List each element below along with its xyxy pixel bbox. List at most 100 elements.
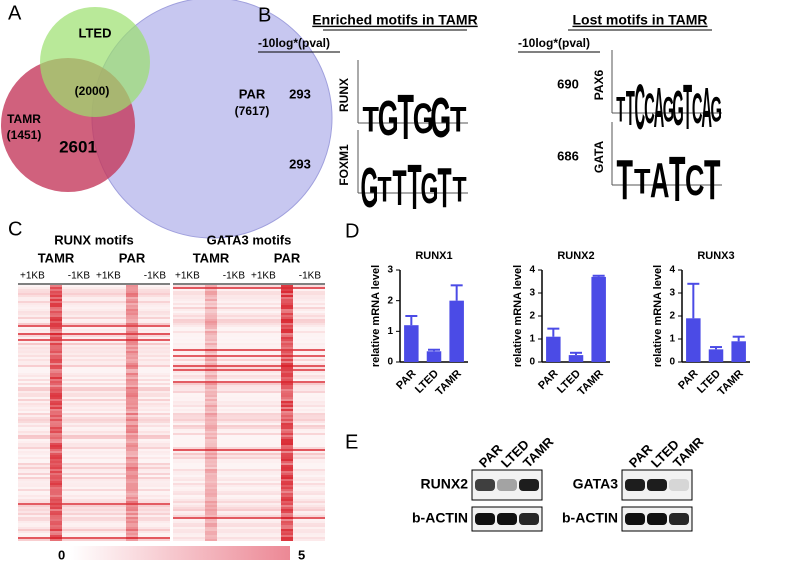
heatmap-peak — [205, 433, 217, 435]
heatmap-peak — [50, 407, 62, 409]
heatmap-peak — [281, 495, 293, 497]
heatmap-row — [173, 509, 325, 511]
heatmap-peak — [126, 479, 138, 481]
heatmap-peak — [50, 421, 62, 423]
heatmap-peak — [205, 339, 217, 341]
logo-letter: G — [378, 92, 399, 147]
heatmap-peak — [205, 493, 217, 495]
scale-label: 5 — [298, 547, 305, 562]
heatmap-peak — [126, 325, 138, 327]
y-tick-label: 2 — [387, 295, 393, 306]
heatmap-peak — [126, 295, 138, 297]
heatmap-peak — [281, 353, 293, 355]
heatmap-band — [18, 537, 170, 539]
heatmap-peak — [50, 329, 62, 331]
heatmap-row — [18, 407, 170, 409]
heatmap-peak — [126, 409, 138, 411]
heatmap-row — [173, 425, 325, 427]
blot-band — [519, 513, 539, 525]
heatmap-peak — [205, 451, 217, 453]
heatmap-row — [18, 353, 170, 355]
heatmap-peak — [205, 483, 217, 485]
heatmap-peak — [281, 375, 293, 377]
heatmap-peak — [205, 449, 217, 451]
heatmap-peak — [281, 395, 293, 397]
heatmap-row — [173, 409, 325, 411]
heatmap-row — [173, 351, 325, 353]
heatmap-row — [173, 505, 325, 507]
heatmap-peak — [281, 397, 293, 399]
heatmap-peak — [126, 427, 138, 429]
heatmap-peak — [205, 373, 217, 375]
motif-group-title: Lost motifs in TAMR — [572, 12, 707, 28]
heatmap-peak — [126, 519, 138, 521]
heatmap-peak — [126, 493, 138, 495]
blot-band — [519, 479, 539, 491]
heatmap-row — [18, 371, 170, 373]
heatmap-peak — [205, 505, 217, 507]
heatmap-row — [18, 345, 170, 347]
heatmap-peak — [281, 503, 293, 505]
heatmap-peak — [50, 395, 62, 397]
heatmap-peak — [50, 493, 62, 495]
heatmap-peak — [205, 523, 217, 525]
heatmap-row — [18, 295, 170, 297]
heatmap-peak — [126, 501, 138, 503]
heatmap-row — [173, 399, 325, 401]
heatmap-peak — [126, 329, 138, 331]
heatmap-peak — [281, 369, 293, 371]
heatmap-row — [173, 533, 325, 535]
heatmap-row — [18, 385, 170, 387]
heatmap-row — [173, 295, 325, 297]
heatmap-row — [18, 471, 170, 473]
panel-label: D — [345, 220, 359, 242]
heatmap-peak — [205, 513, 217, 515]
heatmap-peak — [205, 507, 217, 509]
heatmap-peak — [126, 361, 138, 363]
heatmap-row — [18, 341, 170, 343]
heatmap-peak — [50, 315, 62, 317]
bar — [568, 355, 584, 362]
heatmap-peak — [126, 531, 138, 533]
heatmap-peak — [205, 527, 217, 529]
heatmap-row — [18, 291, 170, 293]
heatmap-row — [173, 317, 325, 319]
heatmap-peak — [50, 355, 62, 357]
heatmap-peak — [126, 437, 138, 439]
heatmap-peak — [281, 471, 293, 473]
heatmap-row — [18, 401, 170, 403]
heatmap-peak — [50, 423, 62, 425]
heatmap-peak — [50, 481, 62, 483]
venn-label: TAMR — [7, 112, 41, 126]
heatmap-row — [18, 417, 170, 419]
heatmap-peak — [126, 359, 138, 361]
heatmap-peak — [205, 377, 217, 379]
logo-letter: G — [413, 95, 434, 143]
heatmap-row — [173, 391, 325, 393]
heatmap-range: -1KB — [144, 271, 167, 282]
heatmap-peak — [126, 403, 138, 405]
heatmap-peak — [50, 379, 62, 381]
heatmap-row — [173, 417, 325, 419]
heatmap-peak — [281, 521, 293, 523]
heatmap-peak — [281, 373, 293, 375]
heatmap-row — [18, 317, 170, 319]
heatmap-peak — [126, 381, 138, 383]
heatmap-peak — [205, 343, 217, 345]
heatmap-peak — [281, 385, 293, 387]
heatmap-peak — [126, 385, 138, 387]
logo-letter: G — [421, 166, 439, 213]
heatmap-row — [18, 467, 170, 469]
heatmap-row — [18, 329, 170, 331]
heatmap-row — [18, 383, 170, 385]
heatmap-peak — [281, 473, 293, 475]
heatmap-peak — [126, 517, 138, 519]
heatmap-peak — [126, 405, 138, 407]
heatmap-peak — [50, 475, 62, 477]
heatmap-row — [18, 313, 170, 315]
heatmap-peak — [126, 389, 138, 391]
motif-score: 293 — [289, 86, 311, 101]
heatmap-row — [18, 387, 170, 389]
heatmap-peak — [205, 455, 217, 457]
heatmap-row — [18, 285, 170, 287]
